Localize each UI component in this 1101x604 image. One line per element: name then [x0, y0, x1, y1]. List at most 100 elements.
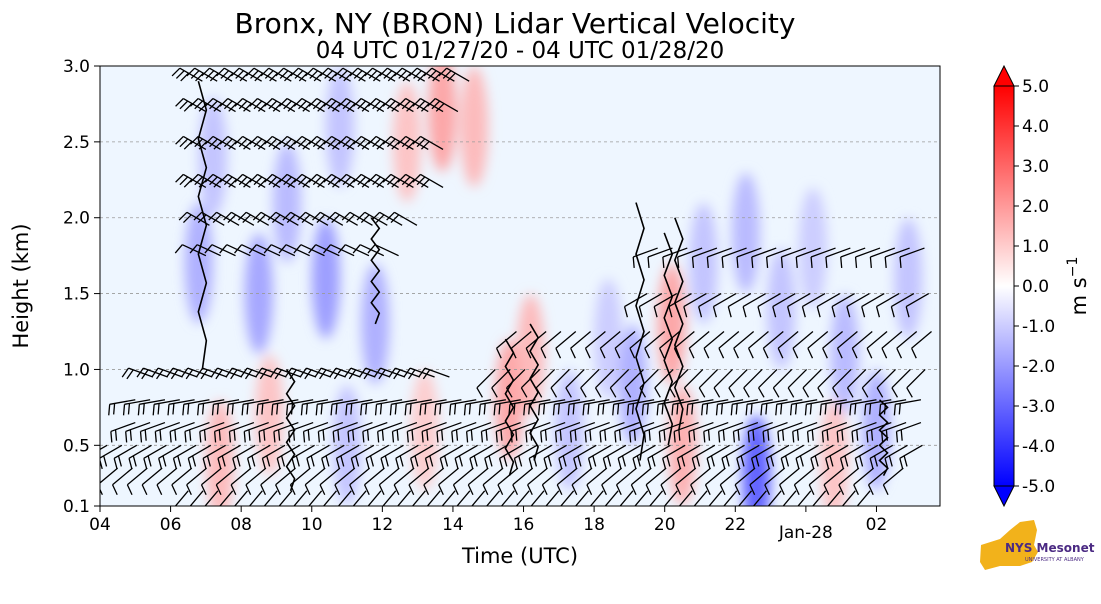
wind-barb	[319, 467, 341, 496]
y-tick-label: 0.1	[63, 497, 90, 517]
wind-barb	[558, 444, 582, 470]
x-tick-label: 16	[513, 515, 535, 535]
wind-barb	[246, 444, 271, 470]
wind-barb	[732, 421, 759, 443]
wind-barb	[721, 444, 745, 470]
wind-barb	[391, 421, 418, 443]
wind-barb	[866, 331, 888, 359]
wind-barb	[660, 467, 682, 496]
wind-barb	[350, 444, 375, 470]
wind-barb	[234, 244, 266, 257]
wind-barb	[779, 467, 800, 496]
wind-barb	[841, 490, 856, 506]
wind-barb	[322, 244, 355, 257]
wind-barb	[293, 490, 308, 506]
wind-barb	[187, 444, 212, 470]
wind-barb	[632, 444, 656, 470]
wind-barb	[782, 490, 797, 506]
wind-barb	[638, 293, 663, 318]
velocity-patch	[820, 400, 849, 506]
wind-barb	[276, 444, 301, 470]
wind-barb	[804, 399, 833, 416]
colorbar-tick-label: -2.0	[1022, 357, 1055, 377]
wind-barb	[377, 421, 403, 443]
wind-barb	[896, 331, 918, 359]
wind-barb	[397, 135, 429, 151]
wind-barb	[812, 490, 827, 506]
wind-barb	[184, 421, 210, 443]
wind-barb	[493, 399, 521, 416]
wind-barb	[293, 97, 325, 113]
wind-barb	[717, 421, 744, 443]
wind-barb	[634, 490, 649, 506]
wind-barb	[658, 421, 684, 443]
wind-barb	[412, 173, 444, 188]
wind-barb	[349, 467, 371, 496]
wind-barb	[189, 97, 222, 113]
wind-barb	[382, 97, 414, 113]
wind-barb	[291, 444, 315, 470]
wind-barb	[653, 293, 678, 318]
wind-barb	[304, 467, 326, 496]
wind-barb	[730, 399, 758, 416]
wind-barb	[540, 331, 562, 359]
wind-barb	[831, 293, 855, 318]
wind-barb	[677, 247, 703, 268]
wind-barb	[297, 211, 329, 226]
y-tick-label: 2.5	[63, 133, 90, 153]
wind-barb	[278, 97, 310, 113]
wind-barb	[347, 421, 373, 443]
wind-barb	[584, 331, 606, 359]
wind-barb	[836, 421, 862, 443]
wind-barb	[647, 444, 671, 470]
wind-barb	[817, 368, 837, 398]
wind-barb	[691, 444, 716, 470]
wind-barb	[271, 399, 299, 416]
wind-barb	[891, 368, 911, 398]
colorbar-min-extension	[993, 485, 1015, 508]
wind-barb	[386, 211, 418, 226]
wind-barb	[727, 293, 752, 318]
wind-barb	[787, 368, 808, 398]
x-tick-label: 04	[89, 515, 111, 535]
wind-barb	[609, 368, 630, 398]
wind-barb	[838, 467, 860, 496]
wind-barb	[690, 467, 712, 496]
velocity-patch	[460, 66, 489, 187]
wind-barb	[757, 368, 778, 398]
wind-barb	[113, 444, 138, 470]
wind-barb	[676, 444, 701, 470]
velocity-patch	[273, 142, 302, 263]
wind-barb	[752, 490, 767, 506]
wind-barb	[434, 399, 462, 416]
wind-barb	[604, 490, 619, 506]
contour-lines	[197, 80, 889, 492]
wind-barb	[573, 444, 597, 470]
wind-barb	[260, 467, 282, 496]
wind-barb	[614, 421, 640, 443]
wind-barb	[512, 467, 534, 496]
wind-barb	[408, 67, 440, 82]
wind-barb	[580, 368, 600, 398]
wind-barb	[439, 444, 464, 470]
wind-barb	[840, 247, 866, 268]
wind-barb	[599, 331, 621, 359]
nys-mesonet-logo: NYS Mesonet UNIVERSITY AT ALBANY	[980, 520, 1095, 570]
wind-barb	[137, 399, 166, 416]
wind-barb	[565, 368, 585, 398]
wind-barb	[202, 444, 226, 470]
wind-barb	[338, 97, 370, 113]
wind-barb	[500, 490, 515, 506]
wind-barb	[128, 444, 152, 470]
wind-barb	[777, 421, 803, 443]
wind-barb	[323, 135, 355, 151]
wind-barb	[228, 421, 255, 443]
y-tick-label: 1.5	[63, 285, 90, 305]
wind-barb	[535, 368, 556, 398]
wind-barb	[108, 399, 136, 416]
wind-barb	[704, 467, 726, 496]
wind-barb	[143, 444, 167, 470]
wind-barb	[367, 173, 399, 188]
wind-barb	[816, 293, 841, 318]
wind-barb	[691, 247, 718, 268]
